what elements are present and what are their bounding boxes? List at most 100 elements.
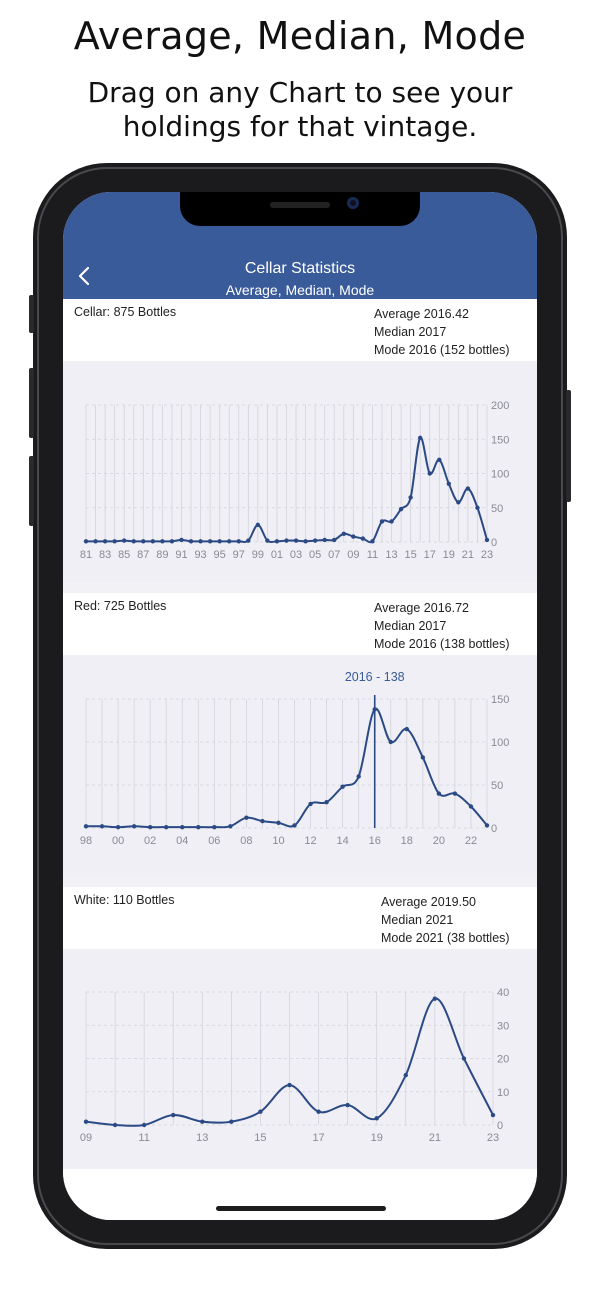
data-point [324, 800, 329, 805]
data-point [171, 1112, 176, 1118]
stat-average: Average 2016.42 [374, 307, 469, 321]
notch [180, 192, 420, 226]
phone-power-button [566, 390, 571, 502]
data-point [147, 824, 153, 830]
stat-average: Average 2019.50 [381, 895, 476, 909]
chart-card-red[interactable]: 0 50 100 150 98 00 02 04 06 08 10 12 14 16 18 20 22 2016 … [63, 655, 537, 875]
phone-rim [37, 167, 563, 1245]
back-button[interactable] [75, 264, 95, 288]
data-point [345, 1102, 350, 1108]
bottom-area [63, 1169, 537, 1220]
data-point [227, 539, 232, 544]
data-point [484, 537, 490, 543]
speaker-grille [270, 202, 330, 208]
x-tick-label: 11 [138, 1132, 149, 1144]
data-point [340, 784, 345, 789]
data-point [398, 506, 404, 512]
data-point [141, 1122, 147, 1128]
data-point [332, 537, 337, 543]
x-tick-label: 83 [99, 549, 111, 561]
stat-mode: Mode 2021 (38 bottles) [381, 931, 510, 945]
data-point [389, 519, 394, 524]
home-indicator[interactable] [216, 1206, 386, 1211]
promo-subtitle: Drag on any Chart to see your holdings f… [40, 76, 560, 144]
y-tick-label: 150 [491, 694, 509, 706]
x-tick-label: 09 [347, 549, 359, 561]
x-tick-label: 17 [312, 1132, 324, 1144]
chevron-left-icon [78, 266, 90, 286]
stats-summary: Average 2016.72 Median 2017 Mode 2016 (1… [374, 599, 510, 653]
nav-title: Cellar Statistics [244, 260, 356, 277]
data-point [417, 435, 423, 441]
data-point [308, 801, 313, 807]
x-tick-label: 05 [309, 549, 321, 561]
data-point [260, 818, 265, 824]
promo-subtitle-line-1: Drag on any Chart to see your [87, 76, 513, 109]
data-point [293, 538, 299, 543]
data-point [196, 824, 201, 830]
x-tick-label: 85 [118, 549, 130, 561]
x-tick-label: 19 [443, 549, 455, 561]
data-point [468, 804, 474, 809]
x-tick-label: 14 [337, 835, 349, 847]
data-point [408, 495, 413, 500]
promo-title: Average, Median, Mode [73, 14, 527, 58]
front-camera [347, 197, 359, 209]
phone-screen: Cellar Statistics Average, Median, Mode … [63, 192, 537, 1220]
chart-cellar[interactable]: 0 50 100 150 200 81 83 85 87 89 91 93 95 97 99 01 03 05 07… [63, 361, 537, 582]
stats-summary: Average 2019.50 Median 2021 Mode 2021 (3… [381, 893, 510, 947]
data-point [379, 519, 385, 524]
data-point [284, 538, 289, 543]
x-tick-label: 07 [328, 549, 340, 561]
data-point [360, 536, 366, 541]
y-tick-label: 50 [491, 503, 503, 515]
y-tick-label: 50 [491, 780, 503, 792]
chart-card-white[interactable]: 0 10 20 30 40 09 11 13 15 17 19 21 23 [63, 949, 537, 1169]
data-point [427, 471, 432, 476]
data-point [461, 1056, 467, 1061]
section-label: White: 110 Bottles [74, 893, 175, 907]
data-point [131, 539, 136, 544]
x-tick-label: 20 [433, 835, 445, 847]
x-tick-label: 06 [208, 835, 220, 847]
data-point [374, 1116, 379, 1121]
data-point [236, 539, 241, 544]
x-tick-label: 04 [176, 835, 188, 847]
y-tick-label: 0 [497, 1120, 503, 1132]
x-tick-label: 91 [175, 549, 187, 561]
data-point [403, 1072, 408, 1078]
data-point [475, 505, 480, 510]
data-point [180, 824, 185, 830]
data-point [465, 486, 471, 491]
promo-subtitle-line-2: holdings for that vintage. [122, 110, 478, 143]
data-point [490, 1112, 496, 1118]
y-tick-label: 100 [491, 737, 509, 749]
data-point [112, 539, 117, 544]
y-tick-label: 0 [491, 823, 497, 835]
data-point [292, 823, 297, 828]
x-tick-label: 16 [369, 835, 381, 847]
data-point [83, 539, 89, 544]
x-tick-label: 02 [144, 835, 156, 847]
y-tick-label: 40 [497, 987, 509, 999]
chart-red[interactable]: 0 50 100 150 98 00 02 04 06 08 10 12 14 16 18 20 22 2016 … [63, 655, 537, 875]
x-tick-label: 17 [424, 549, 436, 561]
data-point [303, 539, 308, 544]
stat-median: Median 2021 [381, 913, 454, 927]
chart-card-cellar[interactable]: 0 50 100 150 200 81 83 85 87 89 91 93 95 97 99 01 03 05 07… [63, 361, 537, 582]
data-point [484, 823, 490, 828]
selection-tooltip: 2016 - 138 [345, 670, 405, 684]
chart-white[interactable]: 0 10 20 30 40 09 11 13 15 17 19 21 23 [63, 949, 537, 1169]
x-tick-label: 08 [240, 835, 252, 847]
x-tick-label: 10 [272, 835, 284, 847]
data-point [432, 996, 438, 1001]
x-tick-label: 93 [194, 549, 206, 561]
stat-median: Median 2017 [374, 619, 447, 633]
data-point [312, 538, 318, 543]
data-point [164, 824, 169, 830]
x-tick-label: 95 [214, 549, 226, 561]
data-point [112, 1122, 118, 1128]
data-point [93, 539, 98, 544]
x-tick-label: 21 [462, 549, 474, 561]
x-tick-label: 13 [196, 1132, 208, 1144]
